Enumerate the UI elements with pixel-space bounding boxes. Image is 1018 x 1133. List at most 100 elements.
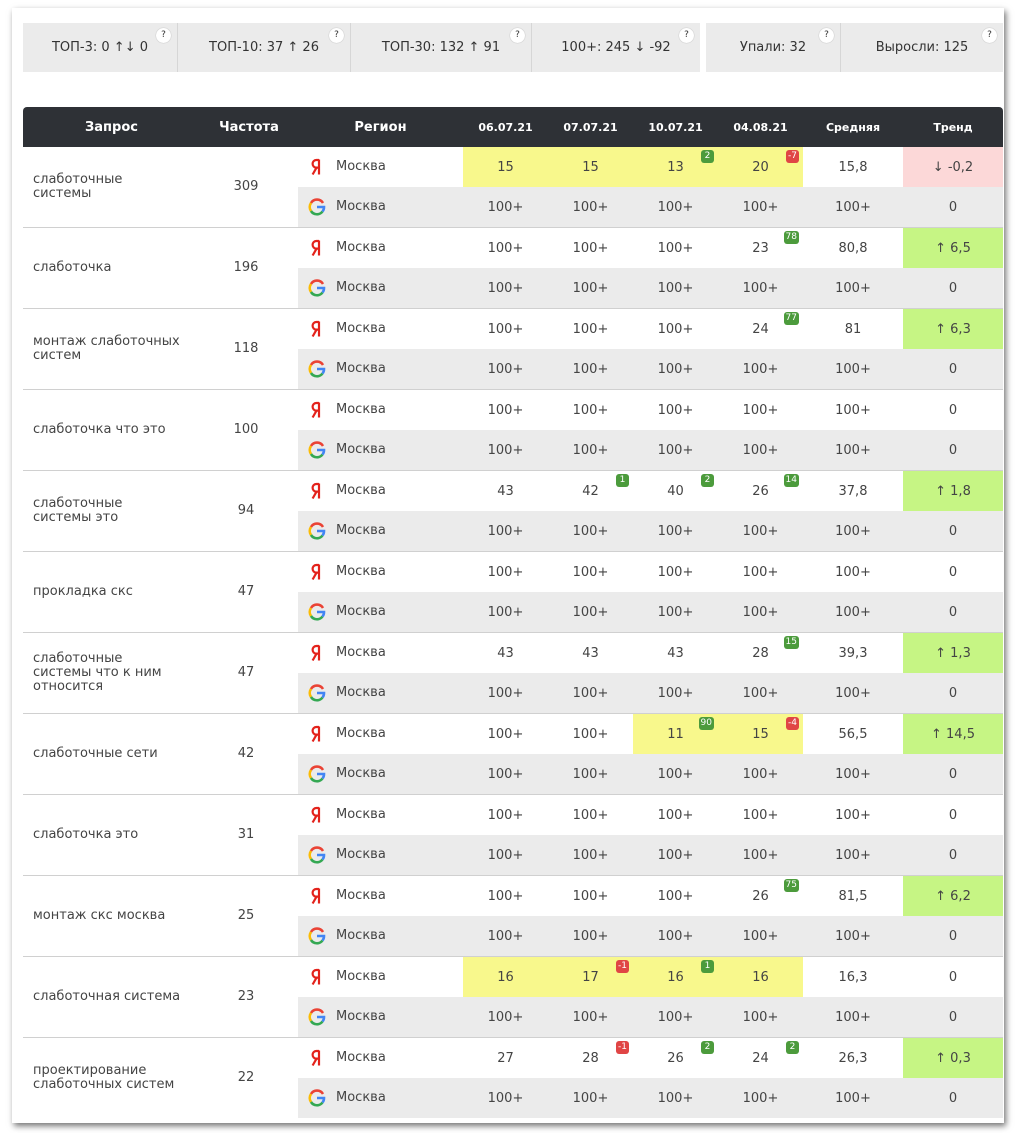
change-badge: 78 bbox=[783, 231, 799, 244]
average-cell: 100+ bbox=[803, 997, 903, 1038]
help-icon[interactable]: ? bbox=[156, 28, 171, 43]
position-value: 100+ bbox=[572, 685, 609, 701]
yandex-logo bbox=[311, 887, 321, 905]
position-cell: 20 -7 bbox=[718, 147, 803, 187]
yandex-logo bbox=[311, 1049, 321, 1067]
help-icon[interactable]: ? bbox=[982, 28, 997, 43]
position-cell: 100+ bbox=[718, 794, 803, 835]
change-badge: -1 bbox=[616, 960, 629, 973]
position-value: 100+ bbox=[657, 442, 694, 458]
region-cell: Москва bbox=[298, 308, 463, 349]
position-cell: 100+ bbox=[463, 997, 548, 1038]
position-cell: 43 bbox=[633, 632, 718, 673]
frequency-cell: 196 bbox=[200, 227, 298, 309]
position-cell: 100+ bbox=[463, 1078, 548, 1118]
help-icon[interactable]: ? bbox=[819, 28, 834, 43]
average-cell: 100+ bbox=[803, 268, 903, 309]
region-label: Москва bbox=[336, 280, 386, 295]
query-cell: слаботочные сети bbox=[23, 713, 200, 795]
region-cell: Москва bbox=[298, 956, 463, 997]
trend-cell: ↑ 14,5 bbox=[903, 713, 1003, 754]
position-cell: 100+ bbox=[548, 997, 633, 1038]
average-cell: 56,5 bbox=[803, 713, 903, 754]
query-cell: монтаж скс москва bbox=[23, 875, 200, 957]
trend-cell: 0 bbox=[903, 997, 1003, 1038]
position-cell: 43 bbox=[463, 632, 548, 673]
engine-row: монтаж скс москва 25 Москва 100+ 100+ 100+ 26 7… bbox=[23, 875, 1003, 957]
position-value: 100+ bbox=[657, 807, 694, 823]
position-cell: 15 -4 bbox=[718, 713, 803, 754]
position-value: 43 bbox=[667, 645, 684, 661]
region-label: Москва bbox=[336, 240, 386, 255]
position-value: 100+ bbox=[487, 888, 524, 904]
position-value: 100+ bbox=[572, 888, 609, 904]
trend-cell: ↑ 0,3 bbox=[903, 1037, 1003, 1078]
engine-row: слаботочка это 31 Москва 100+ 100+ 100+ 100+ 10… bbox=[23, 794, 1003, 876]
query-cell: проектирование слаботочных систем bbox=[23, 1037, 200, 1118]
help-icon[interactable]: ? bbox=[510, 28, 525, 43]
position-value: 100+ bbox=[742, 685, 779, 701]
engine-row: слаботочка что это 100 Москва 100+ 100+ 100+ 1… bbox=[23, 389, 1003, 471]
help-icon[interactable]: ? bbox=[679, 28, 694, 43]
position-value: 11 bbox=[667, 726, 684, 742]
position-cell: 100+ bbox=[548, 1078, 633, 1118]
region-cell: Москва bbox=[298, 754, 463, 795]
engine-row: Москва 100+ 100+ 100+ 100+ 100+ 0 bbox=[23, 268, 1003, 309]
position-cell: 100+ bbox=[548, 430, 633, 471]
position-value: 100+ bbox=[742, 361, 779, 377]
position-value: 23 bbox=[752, 240, 769, 256]
frequency-cell: 118 bbox=[200, 308, 298, 390]
position-cell: 100+ bbox=[463, 754, 548, 795]
average-cell: 100+ bbox=[803, 511, 903, 552]
position-cell: 100+ bbox=[463, 551, 548, 592]
position-value: 100+ bbox=[572, 564, 609, 580]
region-cell: Москва bbox=[298, 389, 463, 430]
position-cell: 100+ bbox=[548, 308, 633, 349]
engine-row: слаботочные системы 309 Москва 15 15 13 2 20 -7 1… bbox=[23, 147, 1003, 228]
query-cell: слаботочные системы что к ним относится bbox=[23, 632, 200, 714]
trend-cell: 0 bbox=[903, 592, 1003, 633]
google-logo bbox=[308, 441, 326, 459]
google-logo bbox=[308, 846, 326, 864]
yandex-logo bbox=[311, 644, 321, 662]
position-value: 100+ bbox=[572, 766, 609, 782]
region-label: Москва bbox=[336, 564, 386, 579]
engine-row: проектирование слаботочных систем 22 Москв… bbox=[23, 1037, 1003, 1118]
frequency-cell: 22 bbox=[200, 1037, 298, 1118]
position-value: 100+ bbox=[572, 807, 609, 823]
position-value: 100+ bbox=[742, 847, 779, 863]
position-cell: 11 90 bbox=[633, 713, 718, 754]
position-value: 100+ bbox=[572, 280, 609, 296]
change-badge: 15 bbox=[783, 636, 799, 649]
summary-bar: ТОП-3: 0 ↑↓ 0? ТОП-10: 37 ↑ 26? ТОП-30: 13… bbox=[23, 23, 1009, 72]
position-value: 100+ bbox=[487, 604, 524, 620]
position-value: 100+ bbox=[487, 321, 524, 337]
help-icon[interactable]: ? bbox=[329, 28, 344, 43]
engine-row: слаботочные сети 42 Москва 100+ 100+ 11 90 15 -4… bbox=[23, 713, 1003, 795]
change-badge: -4 bbox=[786, 717, 799, 730]
position-cell: 100+ bbox=[548, 187, 633, 228]
position-value: 43 bbox=[497, 645, 514, 661]
query-cell: слаботочка что это bbox=[23, 389, 200, 471]
region-label: Москва bbox=[336, 1050, 386, 1065]
position-value: 100+ bbox=[487, 1090, 524, 1106]
position-value: 100+ bbox=[572, 442, 609, 458]
position-cell: 100+ bbox=[633, 511, 718, 552]
position-cell: 100+ bbox=[718, 511, 803, 552]
region-cell: Москва bbox=[298, 551, 463, 592]
position-cell: 100+ bbox=[633, 551, 718, 592]
region-label: Москва bbox=[336, 766, 386, 781]
engine-row: слаботочные системы что к ним относится 4… bbox=[23, 632, 1003, 714]
position-cell: 24 2 bbox=[718, 1037, 803, 1078]
change-badge: 2 bbox=[701, 1041, 714, 1054]
column-header: 07.07.21 bbox=[548, 107, 633, 147]
trend-cell: 0 bbox=[903, 268, 1003, 309]
position-value: 100+ bbox=[742, 199, 779, 215]
position-cell: 16 bbox=[463, 956, 548, 997]
change-badge: -7 bbox=[786, 150, 799, 163]
position-value: 100+ bbox=[487, 847, 524, 863]
summary-label: ТОП-3: 0 ↑↓ 0 bbox=[51, 40, 148, 55]
position-cell: 26 2 bbox=[633, 1037, 718, 1078]
region-label: Москва bbox=[336, 685, 386, 700]
